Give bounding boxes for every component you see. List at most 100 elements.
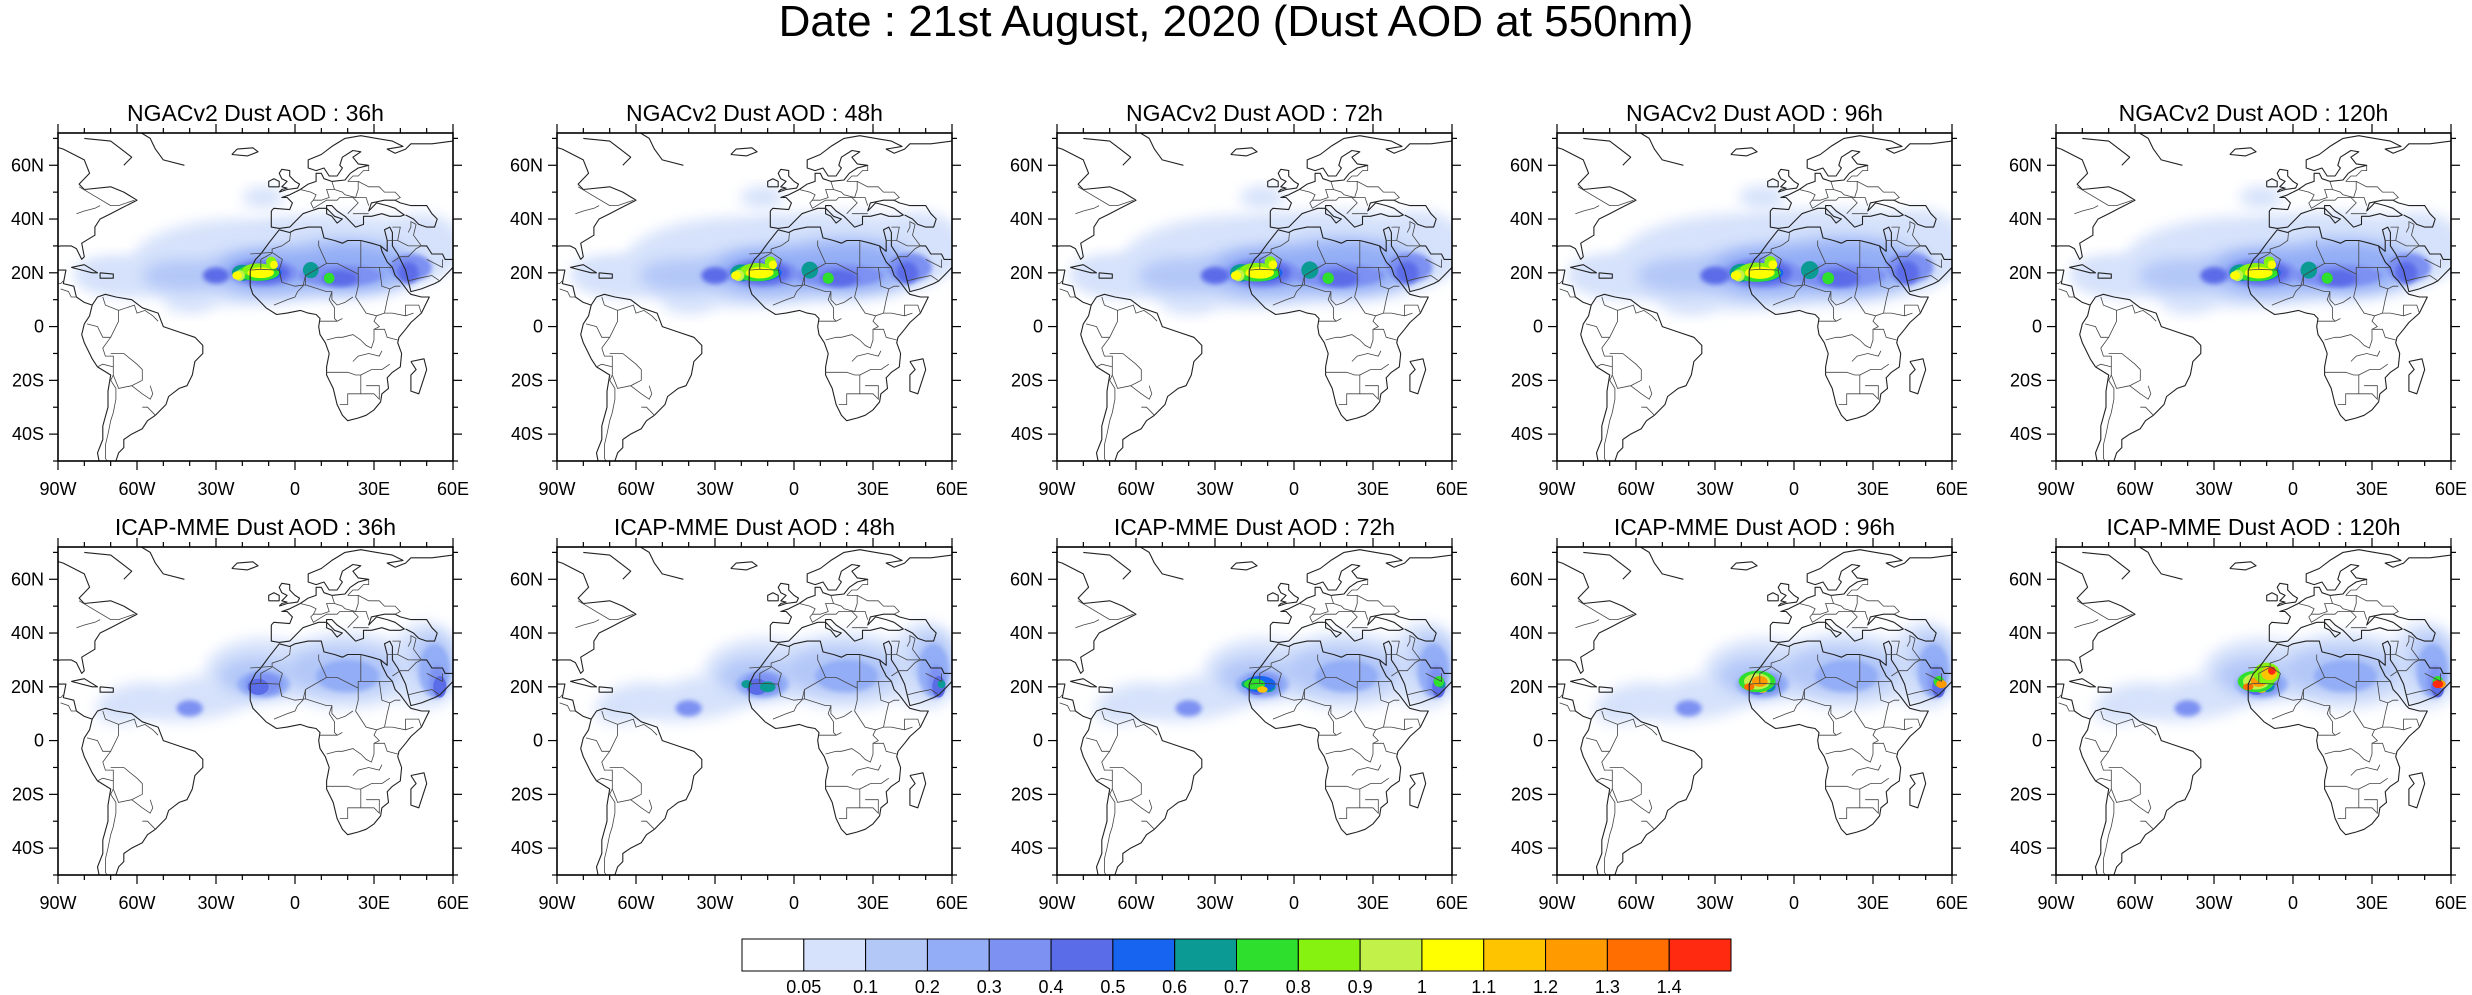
border-segment xyxy=(358,181,401,201)
coastline-segment xyxy=(639,547,684,580)
coastline-segment xyxy=(1769,199,1937,229)
border-segment xyxy=(408,689,441,696)
coastline-segment xyxy=(730,561,758,571)
coastline-segment xyxy=(421,245,453,260)
border-segment xyxy=(1872,729,1879,744)
coastline-segment xyxy=(1139,133,1184,166)
border-segment xyxy=(1596,777,1613,782)
border-segment xyxy=(387,224,423,247)
map-frame xyxy=(1056,546,1453,876)
border-segment xyxy=(891,245,921,263)
border-segment xyxy=(378,267,390,290)
lat-tick-label: 20S xyxy=(2010,784,2042,804)
border-segment xyxy=(60,288,77,298)
coastline-segment xyxy=(84,551,133,580)
border-segment xyxy=(2390,659,2420,677)
coastline-segment xyxy=(270,549,453,626)
lat-tick-label: 20S xyxy=(1511,784,1543,804)
border-segment xyxy=(486,655,539,671)
border-segment xyxy=(809,611,858,628)
border-segment xyxy=(1577,186,1634,207)
border-segment xyxy=(2376,267,2388,290)
lat-tick-label: 20N xyxy=(1510,677,1543,697)
border-segment xyxy=(575,619,600,629)
border-segment xyxy=(925,259,942,269)
lat-tick-label: 60N xyxy=(1510,569,1543,589)
lat-tick-label: 20N xyxy=(510,263,543,283)
border-segment xyxy=(1325,371,1361,405)
colorbar-swatch xyxy=(803,938,867,972)
border-segment xyxy=(1057,280,1063,285)
border-segment xyxy=(851,197,869,206)
aod-contour-region xyxy=(242,186,285,209)
coastline-segment xyxy=(1879,226,1952,293)
border-segment xyxy=(1351,197,1369,206)
lon-tick-label: 60W xyxy=(1617,893,1654,913)
colorbar-swatch xyxy=(1112,938,1176,972)
border-segment xyxy=(2316,654,2325,678)
panel-title: ICAP-MME Dust AOD : 120h xyxy=(2107,514,2401,540)
border-segment xyxy=(1325,742,1397,763)
coastline-segment xyxy=(1267,178,1279,188)
map-frame xyxy=(57,132,454,462)
aod-contour-region xyxy=(746,678,768,695)
aod-contour-region xyxy=(2174,700,2201,717)
panel-title: NGACv2 Dust AOD : 48h xyxy=(626,100,883,126)
border-segment xyxy=(273,689,306,720)
coastline-segment xyxy=(1070,678,1098,688)
border-segment xyxy=(2271,689,2304,720)
lat-tick-label: 20S xyxy=(1011,370,1043,390)
border-segment xyxy=(1386,638,1422,661)
lon-tick-label: 30W xyxy=(2195,479,2232,499)
lon-tick-label: 30E xyxy=(1857,893,1889,913)
coastline-segment xyxy=(2229,147,2257,157)
coastline-segment xyxy=(748,640,929,836)
aod-contour-region xyxy=(1636,257,1731,294)
border-segment xyxy=(2248,232,2289,255)
coastline-segment xyxy=(583,551,632,580)
border-segment xyxy=(907,275,940,282)
border-segment xyxy=(1851,764,1882,776)
border-segment xyxy=(1327,705,1342,736)
coastline-segment xyxy=(2138,133,2183,166)
border-segment xyxy=(118,718,159,736)
border-segment xyxy=(2345,165,2368,182)
border-segment xyxy=(2303,698,2352,720)
border-segment xyxy=(1596,363,1613,368)
border-segment xyxy=(1391,245,1421,263)
border-segment xyxy=(1809,197,1858,214)
coastline-segment xyxy=(140,547,185,580)
border-segment xyxy=(827,705,842,736)
border-segment xyxy=(1557,694,1563,698)
coastline-segment xyxy=(1570,264,1598,274)
lat-tick-label: 40N xyxy=(2009,623,2042,643)
aod-contour-region xyxy=(163,286,217,314)
coastline-segment xyxy=(1083,551,1132,580)
border-segment xyxy=(97,777,114,782)
border-segment xyxy=(2358,363,2389,376)
border-segment xyxy=(1825,328,1897,349)
dust-aod-field xyxy=(1594,622,1952,724)
lat-tick-label: 0 xyxy=(533,317,543,337)
coastline-segment xyxy=(1909,358,1927,395)
map-panel: NGACv2 Dust AOD : 96h 90W 60W 30W 0 30E 60E 60N… xyxy=(1510,100,1968,499)
border-segment xyxy=(326,742,398,763)
border-segment xyxy=(1604,788,1616,875)
coastline-segment xyxy=(268,178,280,188)
border-segment xyxy=(2385,224,2421,247)
border-segment xyxy=(817,240,826,264)
coastline-segment xyxy=(380,226,453,293)
lon-tick-label: 60E xyxy=(1936,479,1968,499)
border-segment xyxy=(1559,288,1576,298)
border-segment xyxy=(1641,406,1655,416)
coastline-segment xyxy=(909,772,927,809)
coastline-segment xyxy=(84,137,133,166)
border-segment xyxy=(1825,785,1861,819)
lat-tick-label: 40N xyxy=(1510,209,1543,229)
border-segment xyxy=(617,304,658,322)
lat-tick-label: 20S xyxy=(12,784,44,804)
border-segment xyxy=(2102,374,2115,461)
aod-contour-region xyxy=(397,262,419,284)
aod-contour-region xyxy=(731,271,742,280)
coastline-segment xyxy=(1277,168,1300,193)
